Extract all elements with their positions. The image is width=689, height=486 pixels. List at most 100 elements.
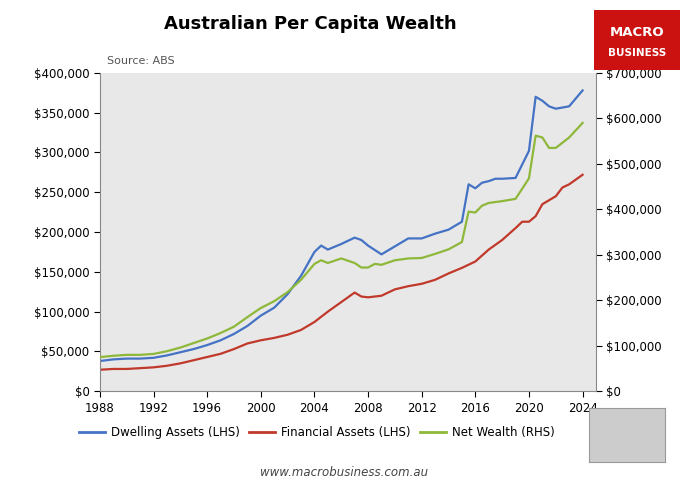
Dwelling Assets (LHS) [123,356,131,362]
Financial Assets (LHS) [565,181,573,187]
Net Wealth (RHS) [565,135,573,140]
Financial Assets (LHS) [189,357,198,363]
Net Wealth (RHS) [378,262,386,268]
Net Wealth (RHS) [270,298,278,304]
Net Wealth (RHS) [163,348,171,354]
Financial Assets (LHS) [378,293,386,298]
Financial Assets (LHS) [404,283,413,289]
Net Wealth (RHS) [464,208,473,214]
Dwelling Assets (LHS) [552,106,560,112]
Dwelling Assets (LHS) [511,175,520,181]
Financial Assets (LHS) [109,366,117,372]
Financial Assets (LHS) [351,290,359,295]
Financial Assets (LHS) [538,201,546,207]
Financial Assets (LHS) [203,354,212,360]
Net Wealth (RHS) [371,261,379,267]
Financial Assets (LHS) [525,219,533,225]
Net Wealth (RHS) [531,133,539,139]
Net Wealth (RHS) [525,175,533,181]
Net Wealth (RHS) [123,352,131,358]
Dwelling Assets (LHS) [136,356,144,362]
Text: Australian Per Capita Wealth: Australian Per Capita Wealth [164,15,456,33]
Financial Assets (LHS) [558,185,566,191]
Net Wealth (RHS) [96,354,104,360]
Net Wealth (RHS) [203,335,212,341]
Financial Assets (LHS) [552,193,560,199]
Dwelling Assets (LHS) [257,312,265,318]
Net Wealth (RHS) [538,135,546,140]
Line: Financial Assets (LHS): Financial Assets (LHS) [100,175,583,370]
Net Wealth (RHS) [484,200,493,206]
Financial Assets (LHS) [243,341,251,347]
Dwelling Assets (LHS) [297,273,305,279]
Financial Assets (LHS) [518,219,526,225]
Net Wealth (RHS) [511,196,520,202]
Dwelling Assets (LHS) [109,357,117,363]
Net Wealth (RHS) [431,251,439,257]
Dwelling Assets (LHS) [484,178,493,184]
Dwelling Assets (LHS) [351,235,359,241]
Financial Assets (LHS) [391,286,399,292]
Dwelling Assets (LHS) [457,219,466,225]
Net Wealth (RHS) [136,352,144,358]
Financial Assets (LHS) [310,319,318,325]
Net Wealth (RHS) [391,258,399,263]
Dwelling Assets (LHS) [270,305,278,311]
Net Wealth (RHS) [243,314,251,320]
Net Wealth (RHS) [317,258,325,263]
Dwelling Assets (LHS) [444,227,453,233]
Dwelling Assets (LHS) [431,231,439,237]
Net Wealth (RHS) [351,260,359,266]
Financial Assets (LHS) [531,213,539,219]
Net Wealth (RHS) [457,239,466,245]
Net Wealth (RHS) [297,277,305,283]
Dwelling Assets (LHS) [478,180,486,186]
Net Wealth (RHS) [176,345,185,350]
Dwelling Assets (LHS) [216,337,225,343]
Financial Assets (LHS) [471,259,480,264]
Financial Assets (LHS) [136,365,144,371]
Dwelling Assets (LHS) [96,358,104,364]
Financial Assets (LHS) [257,337,265,343]
Net Wealth (RHS) [337,256,345,261]
Dwelling Assets (LHS) [189,346,198,352]
Net Wealth (RHS) [109,353,117,359]
Dwelling Assets (LHS) [337,241,345,247]
Dwelling Assets (LHS) [471,185,480,191]
Financial Assets (LHS) [457,265,466,271]
Net Wealth (RHS) [189,340,198,346]
Financial Assets (LHS) [511,225,520,231]
Financial Assets (LHS) [123,366,131,372]
Financial Assets (LHS) [364,295,372,300]
Net Wealth (RHS) [257,305,265,311]
Dwelling Assets (LHS) [176,349,185,355]
Legend: Dwelling Assets (LHS), Financial Assets (LHS), Net Wealth (RHS): Dwelling Assets (LHS), Financial Assets … [74,421,559,444]
Dwelling Assets (LHS) [491,176,500,182]
Dwelling Assets (LHS) [163,352,171,358]
Net Wealth (RHS) [444,246,453,252]
Financial Assets (LHS) [337,299,345,305]
Dwelling Assets (LHS) [418,236,426,242]
Dwelling Assets (LHS) [404,236,413,242]
Text: BUSINESS: BUSINESS [608,49,666,58]
Financial Assets (LHS) [579,172,587,178]
Dwelling Assets (LHS) [538,98,546,104]
Financial Assets (LHS) [444,271,453,277]
Line: Net Wealth (RHS): Net Wealth (RHS) [100,123,583,357]
Financial Assets (LHS) [357,294,365,299]
Net Wealth (RHS) [150,351,158,357]
Financial Assets (LHS) [216,351,225,357]
Line: Dwelling Assets (LHS): Dwelling Assets (LHS) [100,90,583,361]
Financial Assets (LHS) [297,327,305,333]
Net Wealth (RHS) [478,203,486,208]
Financial Assets (LHS) [498,237,506,243]
Net Wealth (RHS) [324,260,332,266]
Dwelling Assets (LHS) [525,148,533,154]
Financial Assets (LHS) [150,364,158,370]
Text: www.macrobusiness.com.au: www.macrobusiness.com.au [260,466,429,479]
Dwelling Assets (LHS) [579,87,587,93]
Dwelling Assets (LHS) [203,342,212,348]
Financial Assets (LHS) [270,335,278,341]
Dwelling Assets (LHS) [531,94,539,100]
Dwelling Assets (LHS) [565,104,573,109]
